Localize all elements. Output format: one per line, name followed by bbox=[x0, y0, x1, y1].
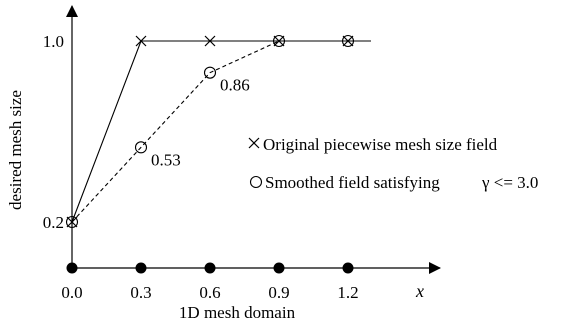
series-lines bbox=[71, 40, 371, 223]
smoothed-point-marker bbox=[65, 215, 79, 229]
original-point-marker bbox=[273, 35, 285, 47]
x-tick-label: 0.0 bbox=[61, 283, 82, 302]
series-line-original bbox=[71, 40, 371, 223]
original-point-marker bbox=[342, 35, 354, 47]
legend-label-smoothed: Smoothed field satisfying bbox=[265, 173, 440, 192]
legend-circle-shape bbox=[249, 175, 263, 189]
smoothed-point-marker bbox=[341, 34, 355, 48]
legend-item-original: Original piecewise mesh size field bbox=[248, 135, 498, 154]
x-tick-label: 0.9 bbox=[268, 283, 289, 302]
y-axis-title: desired mesh size bbox=[6, 90, 25, 210]
y-tick-label: 0.2 bbox=[43, 213, 64, 232]
legend-item-smoothed: Smoothed field satisfying γ <= 3.0 bbox=[249, 173, 538, 192]
smoothed-point-marker bbox=[272, 34, 286, 48]
original-point-marker bbox=[204, 35, 216, 47]
original-point-marker bbox=[135, 35, 147, 47]
legend-cross-shape bbox=[248, 137, 260, 149]
mesh-node-point bbox=[342, 262, 354, 274]
original-point-marker bbox=[66, 216, 78, 228]
series-markers bbox=[65, 34, 355, 229]
y-tick-label: 1.0 bbox=[43, 32, 64, 51]
x-tick-label: 1.2 bbox=[337, 283, 358, 302]
legend-cross-marker bbox=[248, 137, 260, 149]
x-tick-labels: 0.0 0.3 0.6 0.9 1.2 bbox=[61, 283, 358, 302]
y-tick-labels: 0.2 1.0 bbox=[43, 32, 64, 232]
series-line-smoothed bbox=[71, 40, 348, 223]
x-tick-label: 0.3 bbox=[130, 283, 151, 302]
x-axis-title: 1D mesh domain bbox=[179, 303, 296, 322]
data-label: 0.53 bbox=[151, 150, 181, 169]
legend: Original piecewise mesh size field Smoot… bbox=[248, 135, 538, 192]
legend-label-original: Original piecewise mesh size field bbox=[263, 135, 498, 154]
smoothed-point-marker bbox=[203, 66, 217, 79]
smoothed-point-marker bbox=[134, 141, 148, 154]
data-labels: 0.53 0.86 bbox=[151, 76, 250, 170]
axes bbox=[66, 5, 441, 274]
data-label: 0.86 bbox=[220, 76, 250, 95]
x-axis-symbol: x bbox=[415, 281, 424, 301]
x-tick-label: 0.6 bbox=[199, 283, 220, 302]
mesh-node-point bbox=[273, 262, 285, 274]
mesh-node-point bbox=[204, 262, 216, 274]
mesh-nodes bbox=[66, 262, 354, 274]
legend-gamma-condition: γ <= 3.0 bbox=[481, 173, 538, 192]
mesh-node-point bbox=[66, 262, 78, 274]
mesh-node-point bbox=[135, 262, 147, 274]
legend-circle-marker bbox=[249, 175, 263, 189]
